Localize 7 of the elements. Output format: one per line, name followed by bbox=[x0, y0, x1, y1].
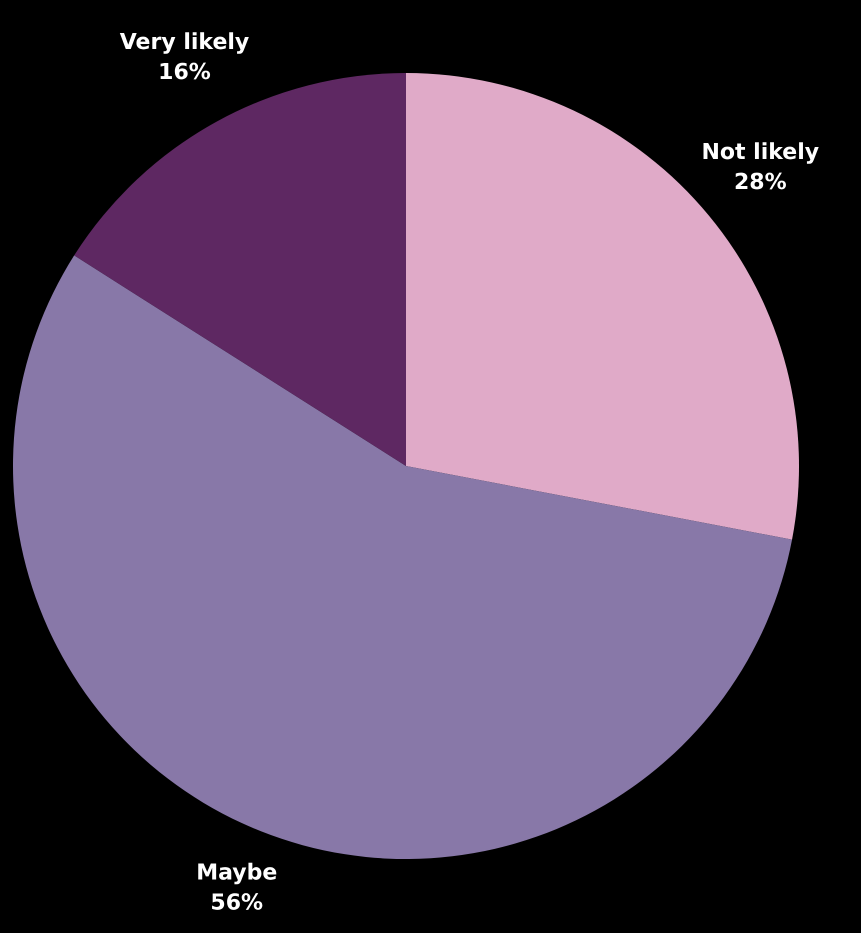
data-label: 16% bbox=[158, 60, 211, 86]
data-label: 28% bbox=[734, 170, 787, 195]
slice-label: Maybe bbox=[196, 860, 278, 886]
pie-slice bbox=[14, 255, 792, 859]
slice-label: Not likely bbox=[701, 140, 820, 165]
slice-label: Very likely bbox=[120, 30, 250, 56]
data-label: 56% bbox=[210, 890, 264, 916]
